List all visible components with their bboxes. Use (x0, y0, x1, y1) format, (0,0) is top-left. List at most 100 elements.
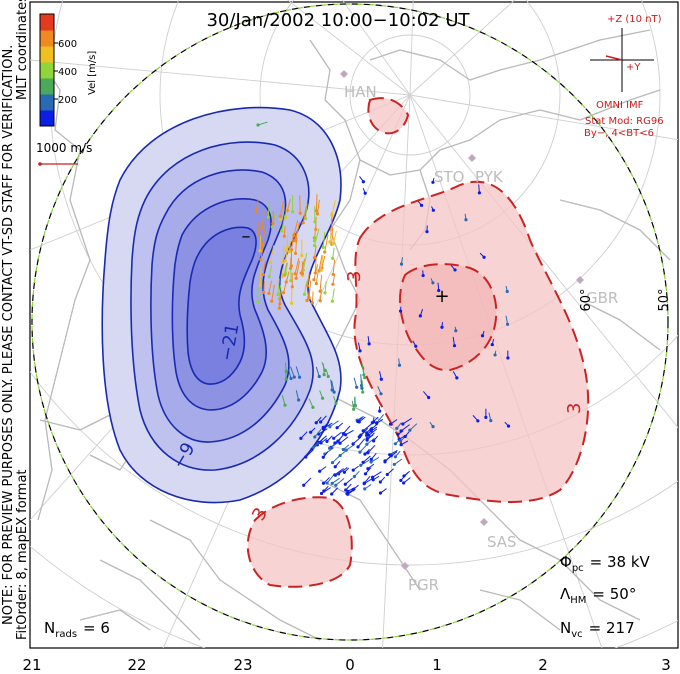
velocity-vector (302, 206, 307, 224)
velocity-vector (255, 198, 259, 212)
negative-potential-cell (101, 106, 342, 504)
velocity-vector (268, 265, 273, 277)
velocity-vector-origin (323, 250, 327, 254)
positive-potential-cell (246, 97, 590, 588)
velocity-vector-origin (385, 472, 389, 477)
velocity-vector-origin (307, 296, 311, 300)
velocity-vector-origin (270, 299, 274, 303)
velocity-vector-origin (361, 180, 365, 184)
velocity-vector (290, 366, 295, 378)
velocity-vector-origin (440, 325, 444, 329)
velocity-vector-origin (365, 442, 369, 446)
velocity-colorbar: 600 400 200 Vel [m/s] (39, 13, 98, 127)
velocity-vector (366, 437, 375, 445)
velocity-vector (281, 214, 286, 232)
imf-model-2: By−, 4<BT<6 (584, 128, 654, 139)
velocity-vector-origin (282, 234, 286, 238)
colorbar-tick-200: 200 (58, 95, 77, 106)
velocity-vector-origin (318, 299, 322, 303)
velocity-vector-origin (297, 375, 302, 379)
imf-source: OMNI IMF (596, 100, 644, 111)
velocity-vector-origin (452, 344, 457, 348)
velocity-vector (268, 280, 273, 294)
velocity-vector (319, 274, 323, 292)
velocity-vector-origin (326, 374, 330, 379)
velocity-vector-origin (325, 439, 329, 443)
colorbar-swatch (40, 78, 54, 95)
velocity-vector-origin (256, 123, 260, 127)
velocity-vector-origin (302, 483, 306, 487)
station-sas: SAS (487, 533, 517, 551)
velocity-vector-origin (313, 435, 317, 439)
velocity-vector-origin (378, 491, 383, 495)
velocity-vector (283, 226, 286, 237)
velocity-vector-origin (284, 271, 288, 276)
velocity-vector (368, 428, 378, 436)
station-han: HAN (344, 83, 377, 101)
velocity-vector-origin (283, 259, 287, 263)
mlt-label-21: 21 (22, 656, 41, 674)
velocity-vector (318, 435, 327, 443)
velocity-vector (333, 431, 342, 439)
colorbar-swatch (40, 14, 54, 31)
heppner-maynard-boundary-green (31, 3, 669, 641)
velocity-vector (293, 220, 299, 236)
velocity-vector-origin (258, 249, 262, 253)
velocity-vector-origin (335, 426, 339, 430)
velocity-vector-origin (294, 276, 298, 280)
velocity-vector-origin (259, 257, 263, 262)
station-gbr: GBR (586, 289, 618, 307)
velocity-vector (320, 255, 324, 271)
velocity-vector (318, 428, 328, 435)
velocity-vector (261, 211, 265, 229)
velocity-vector-origin (280, 274, 285, 279)
velocity-vector-origin (367, 342, 371, 346)
colorbar-tick-400: 400 (58, 67, 77, 78)
velocity-vector-origin (356, 419, 360, 424)
velocity-vector-origin (398, 309, 403, 313)
velocity-vector-origin (361, 429, 365, 433)
velocity-vector-origin (299, 271, 303, 275)
velocity-vector-origin (298, 211, 302, 215)
velocity-vector-origin (360, 386, 364, 390)
velocity-vector (361, 380, 364, 393)
velocity-vector (314, 256, 317, 273)
colorbar-tick-600: 600 (58, 39, 77, 50)
colorbar-swatch (40, 46, 54, 63)
velocity-vector-origin (493, 353, 497, 357)
velocity-vector (357, 438, 365, 448)
velocity-vector-origin (358, 349, 362, 353)
velocity-vector-origin (351, 442, 355, 446)
velocity-vector-origin (341, 447, 345, 452)
velocity-vector-origin (328, 425, 332, 429)
velocity-vector-origin (330, 460, 335, 465)
velocity-vector-origin (284, 280, 288, 284)
velocity-vector-origin (268, 260, 272, 265)
velocity-vector-origin (262, 290, 266, 294)
velocity-vector (285, 262, 289, 274)
velocity-vector-origin (399, 478, 403, 483)
velocity-vector (291, 232, 295, 250)
velocity-vector-origin (330, 492, 334, 496)
velocity-vector-origin (361, 460, 365, 464)
velocity-vector (331, 200, 336, 216)
velocity-vector-origin (293, 239, 297, 243)
velocity-vector (362, 455, 371, 463)
velocity-vector (295, 390, 300, 401)
velocity-vector-origin (431, 281, 435, 285)
velocity-vector (372, 471, 382, 478)
velocity-vector-origin (281, 261, 285, 265)
velocity-vector (279, 290, 282, 304)
velocity-vector-origin (431, 208, 435, 212)
station-pgr: PGR (408, 576, 439, 594)
velocity-vector-origin (315, 212, 320, 216)
velocity-vector-origin (261, 272, 265, 277)
velocity-vector (305, 203, 308, 219)
imf-model-1: Stat Mod: RG96 (585, 116, 664, 127)
velocity-vector-origin (330, 213, 334, 218)
velocity-vector-origin (289, 264, 293, 268)
velocity-vector (329, 442, 339, 449)
velocity-vector-origin (419, 203, 424, 207)
station-sto: STO (434, 168, 465, 186)
velocity-vector-origin (351, 488, 355, 492)
